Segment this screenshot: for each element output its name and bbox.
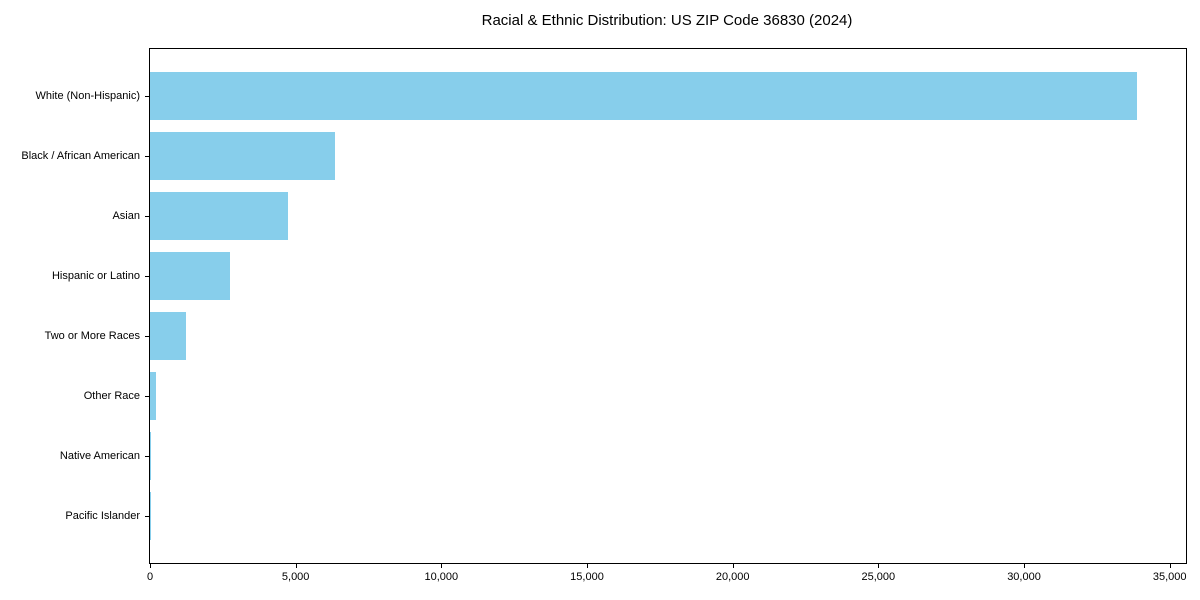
y-tick-mark: [145, 156, 149, 158]
x-tick-mark: [295, 564, 297, 568]
x-tick-label: 10,000: [424, 571, 459, 583]
bar: [150, 72, 1137, 121]
bar: [150, 252, 231, 300]
y-tick-mark: [145, 276, 149, 278]
x-tick-mark: [441, 564, 443, 568]
x-tick-label: 0: [146, 571, 154, 583]
plot-area: White (Non-Hispanic) Black / African Amer…: [21, 48, 1187, 583]
category-label: Pacific Islander: [65, 509, 140, 522]
category-label: Two or More Races: [44, 329, 140, 342]
bar: [150, 192, 289, 241]
chart-title: Racial & Ethnic Distribution: US ZIP Cod…: [481, 12, 853, 29]
category-label: Hispanic or Latino: [51, 270, 140, 283]
y-tick-mark: [145, 335, 149, 337]
category-label: Asian: [112, 210, 140, 223]
x-tick-mark: [587, 564, 588, 568]
x-tick-mark: [1169, 564, 1171, 568]
x-tick-mark: [878, 564, 880, 568]
x-tick-label: 25,000: [861, 571, 896, 583]
x-tick-label: 35,000: [1152, 571, 1187, 583]
x-tick-label: 30,000: [1007, 571, 1041, 583]
bar: [150, 431, 151, 480]
bar: [150, 311, 187, 360]
x-tick-label: 5,000: [281, 571, 310, 583]
bar: [150, 132, 335, 181]
x-tick-label: 20,000: [715, 571, 750, 583]
x-tick-label: 15,000: [570, 571, 604, 583]
y-tick-mark: [145, 395, 149, 397]
y-tick-mark: [145, 216, 149, 218]
category-label: White (Non-Hispanic): [35, 90, 140, 103]
x-tick-mark: [1024, 564, 1026, 568]
y-tick-mark: [145, 515, 149, 517]
y-tick-mark: [145, 96, 149, 98]
category-label: Black / African American: [21, 150, 140, 163]
y-tick-mark: [145, 455, 149, 457]
category-label: Other Race: [83, 389, 140, 402]
x-tick-mark: [150, 564, 151, 568]
bar: [150, 371, 157, 420]
category-label: Native American: [59, 449, 140, 462]
x-tick-mark: [732, 564, 734, 568]
